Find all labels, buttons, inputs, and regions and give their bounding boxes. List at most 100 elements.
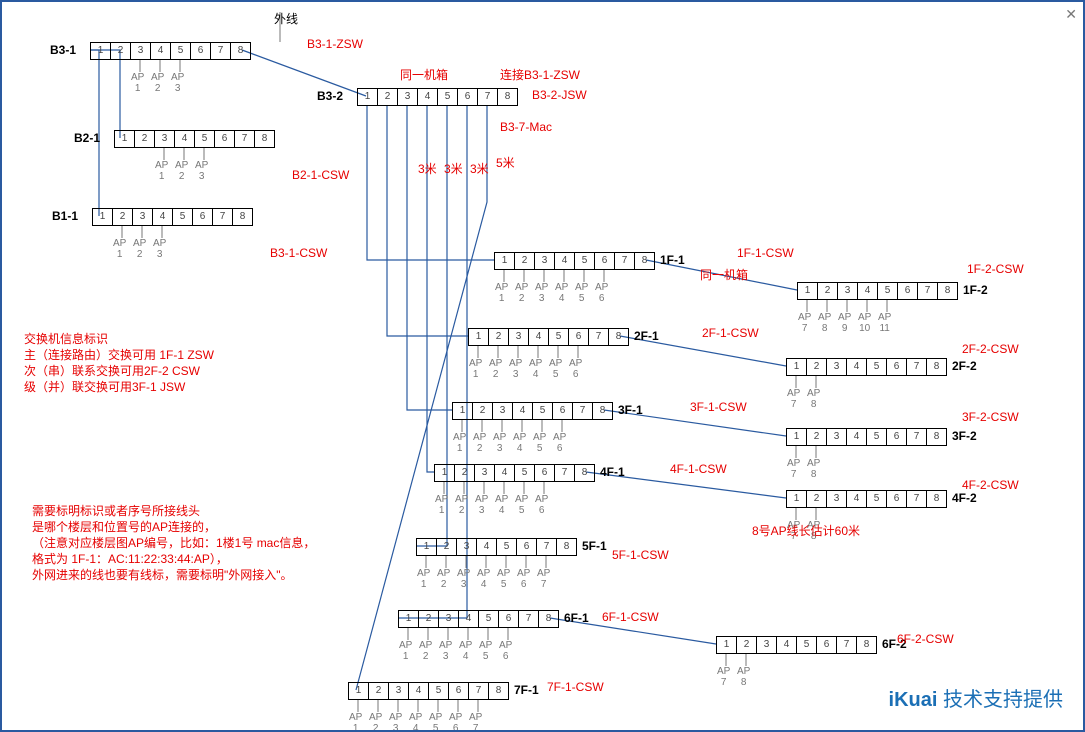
csw-label: B2-1-CSW bbox=[292, 168, 349, 182]
port: 1 bbox=[787, 429, 807, 445]
csw-label: 5F-1-CSW bbox=[612, 548, 669, 562]
ap-label: AP3 bbox=[535, 282, 548, 304]
note-text: 3米 bbox=[418, 160, 437, 177]
switch-label: 5F-1 bbox=[582, 539, 607, 553]
port: 2 bbox=[378, 89, 398, 105]
port: 7 bbox=[537, 539, 557, 555]
port: 3 bbox=[827, 359, 847, 375]
port: 5 bbox=[549, 329, 569, 345]
port: 8 bbox=[557, 539, 576, 555]
note-text: 交换机信息标识 bbox=[24, 330, 108, 347]
port: 7 bbox=[589, 329, 609, 345]
ap-label: AP8 bbox=[807, 388, 820, 410]
switch-5F-1: 12345678 bbox=[416, 538, 577, 556]
port: 6 bbox=[553, 403, 573, 419]
note-text: 连接B3-1-ZSW bbox=[500, 66, 580, 83]
ap-label: AP2 bbox=[175, 160, 188, 182]
port: 8 bbox=[233, 209, 252, 225]
note-text: 8号AP线长估计60米 bbox=[752, 522, 860, 539]
switch-label: B3-1 bbox=[50, 43, 76, 57]
ap-label: AP5 bbox=[429, 712, 442, 732]
port: 4 bbox=[513, 403, 533, 419]
port: 3 bbox=[493, 403, 513, 419]
port: 6 bbox=[817, 637, 837, 653]
port: 6 bbox=[215, 131, 235, 147]
csw-label: 1F-1-CSW bbox=[737, 246, 794, 260]
port: 3 bbox=[389, 683, 409, 699]
port: 1 bbox=[787, 359, 807, 375]
ap-label: AP8 bbox=[818, 312, 831, 334]
switch-2F-1: 12345678 bbox=[468, 328, 629, 346]
csw-label: B3-2-JSW bbox=[532, 88, 587, 102]
port: 7 bbox=[573, 403, 593, 419]
port: 2 bbox=[111, 43, 131, 59]
port: 8 bbox=[255, 131, 274, 147]
switch-B3-1: 12345678 bbox=[90, 42, 251, 60]
port: 3 bbox=[131, 43, 151, 59]
ap-label: AP2 bbox=[473, 432, 486, 454]
port: 6 bbox=[887, 359, 907, 375]
note-text: 外网进来的线也要有线标，需要标明"外网接入"。 bbox=[32, 566, 293, 583]
note-text: 3米 bbox=[444, 160, 463, 177]
port: 6 bbox=[193, 209, 213, 225]
port: 2 bbox=[807, 359, 827, 375]
port: 1 bbox=[453, 403, 473, 419]
port: 2 bbox=[113, 209, 133, 225]
port: 6 bbox=[887, 491, 907, 507]
port: 4 bbox=[175, 131, 195, 147]
port: 5 bbox=[173, 209, 193, 225]
port: 6 bbox=[449, 683, 469, 699]
port: 3 bbox=[439, 611, 459, 627]
note-text: 格式为 1F-1：AC:11:22:33:44:AP）， bbox=[32, 550, 228, 567]
csw-label: 2F-2-CSW bbox=[962, 342, 1019, 356]
port: 5 bbox=[797, 637, 817, 653]
switch-7F-1: 12345678 bbox=[348, 682, 509, 700]
ap-label: AP5 bbox=[533, 432, 546, 454]
port: 4 bbox=[847, 359, 867, 375]
ap-label: AP6 bbox=[535, 494, 548, 516]
ap-label: AP7 bbox=[717, 666, 730, 688]
note-text: （注意对应楼层图AP编号，比如：1楼1号 mac信息， bbox=[32, 534, 315, 551]
port: 7 bbox=[907, 429, 927, 445]
ap-label: AP6 bbox=[569, 358, 582, 380]
ap-label: AP1 bbox=[113, 238, 126, 260]
switch-label: 4F-2 bbox=[952, 491, 977, 505]
port: 5 bbox=[429, 683, 449, 699]
port: 3 bbox=[457, 539, 477, 555]
switch-2F-2: 12345678 bbox=[786, 358, 947, 376]
switch-label: B1-1 bbox=[52, 209, 78, 223]
note-text: B3-7-Mac bbox=[500, 120, 552, 134]
switch-label: 2F-2 bbox=[952, 359, 977, 373]
port: 7 bbox=[837, 637, 857, 653]
port: 7 bbox=[918, 283, 938, 299]
port: 8 bbox=[539, 611, 558, 627]
port: 4 bbox=[153, 209, 173, 225]
ap-label: AP3 bbox=[153, 238, 166, 260]
port: 8 bbox=[927, 429, 946, 445]
port: 2 bbox=[135, 131, 155, 147]
port: 4 bbox=[477, 539, 497, 555]
csw-label: 2F-1-CSW bbox=[702, 326, 759, 340]
switch-label: B2-1 bbox=[74, 131, 100, 145]
ap-label: AP6 bbox=[553, 432, 566, 454]
port: 3 bbox=[398, 89, 418, 105]
port: 3 bbox=[535, 253, 555, 269]
port: 8 bbox=[857, 637, 876, 653]
port: 1 bbox=[399, 611, 419, 627]
note-text: 是哪个楼层和位置号的AP连接的， bbox=[32, 518, 216, 535]
ap-label: AP7 bbox=[787, 388, 800, 410]
port: 6 bbox=[898, 283, 918, 299]
ap-label: AP2 bbox=[369, 712, 382, 732]
port: 6 bbox=[191, 43, 211, 59]
port: 2 bbox=[807, 491, 827, 507]
switch-B1-1: 12345678 bbox=[92, 208, 253, 226]
ap-label: AP2 bbox=[515, 282, 528, 304]
ap-label: AP8 bbox=[737, 666, 750, 688]
switch-label: 7F-1 bbox=[514, 683, 539, 697]
port: 8 bbox=[927, 491, 946, 507]
port: 2 bbox=[489, 329, 509, 345]
port: 2 bbox=[818, 283, 838, 299]
ap-label: AP1 bbox=[399, 640, 412, 662]
port: 1 bbox=[435, 465, 455, 481]
port: 6 bbox=[595, 253, 615, 269]
